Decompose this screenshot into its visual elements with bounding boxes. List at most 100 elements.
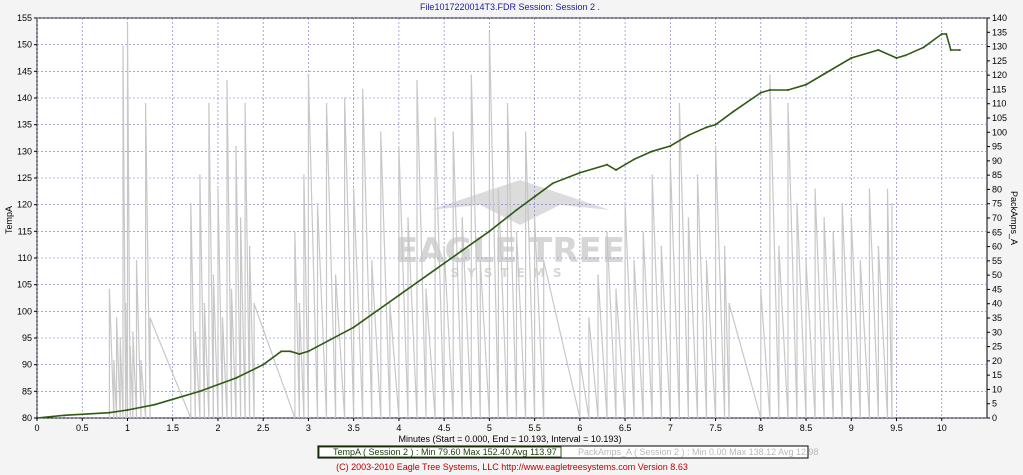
packamps-point bbox=[239, 217, 242, 219]
x-tick-label: 9.5 bbox=[890, 423, 903, 433]
packamps-point bbox=[230, 288, 233, 291]
tempa-point bbox=[289, 350, 292, 353]
watermark-logo: EAGLE TREE SYSTEMS bbox=[395, 180, 625, 280]
y-left-tick-label: 150 bbox=[17, 40, 32, 50]
packamps-point bbox=[208, 102, 210, 105]
footer-copyright: (C) 2003-2010 Eagle Tree Systems, LLC ht… bbox=[336, 462, 688, 472]
x-tick-label: 6 bbox=[577, 423, 582, 433]
y-right-tick-label: 30 bbox=[992, 327, 1002, 337]
packamps-point bbox=[597, 274, 599, 276]
packamps-point bbox=[624, 202, 626, 205]
tempa-point bbox=[904, 54, 907, 57]
packamps-point bbox=[769, 74, 771, 76]
tempa-point bbox=[606, 163, 608, 166]
x-tick-label: 5 bbox=[487, 423, 492, 433]
watermark-brand: EAGLE TREE bbox=[395, 231, 625, 271]
legend-item-packamps: PackAmps_A ( Session 2 ) : Min 0.00 Max … bbox=[578, 447, 818, 457]
y-right-tick-label: 0 bbox=[992, 413, 997, 423]
y-left-tick-label: 135 bbox=[17, 120, 32, 130]
legend-swatch-tempa bbox=[318, 446, 562, 458]
packamps-point bbox=[488, 31, 491, 34]
packamps-point bbox=[416, 80, 418, 82]
packamps-point bbox=[669, 160, 672, 162]
packamps-point bbox=[579, 360, 581, 362]
packamps-point bbox=[760, 288, 762, 291]
y-left-axis-title: TempA bbox=[4, 206, 14, 234]
x-axis-ticks: 0 0.5 1 1.5 2 2.5 3 3.5 4 4.5 5 5.5 6 6.5 7 7.5 8 8.5 9 9.5… bbox=[34, 418, 947, 433]
x-tick-label: 10 bbox=[937, 423, 947, 433]
tempa-point bbox=[488, 230, 491, 233]
tempa-point bbox=[714, 123, 717, 126]
packamps-point bbox=[891, 202, 893, 205]
packamps-point bbox=[651, 174, 654, 176]
y-right-tick-label: 105 bbox=[992, 113, 1007, 123]
packamps-point bbox=[407, 217, 409, 219]
packamps-point bbox=[425, 288, 427, 291]
packamps-point bbox=[506, 102, 509, 105]
y-right-tick-label: 110 bbox=[992, 99, 1006, 109]
packamps-point bbox=[796, 202, 798, 205]
packamps-point bbox=[859, 260, 862, 262]
y-left-tick-label: 145 bbox=[17, 66, 32, 76]
packamps-point bbox=[244, 102, 246, 105]
y-right-tick-label: 80 bbox=[992, 184, 1002, 194]
x-tick-label: 1.5 bbox=[166, 423, 179, 433]
x-tick-label: 0.5 bbox=[76, 423, 89, 433]
tempa-point bbox=[126, 409, 129, 411]
x-tick-label: 3 bbox=[306, 423, 311, 433]
packamps-point bbox=[352, 188, 355, 191]
packamps-point bbox=[542, 260, 545, 262]
packamps-point bbox=[588, 317, 590, 319]
x-tick-label: 2 bbox=[215, 423, 220, 433]
packamps-point bbox=[124, 302, 127, 305]
packamps-point bbox=[705, 260, 708, 262]
tempa-point bbox=[877, 49, 880, 51]
packamps-point bbox=[361, 88, 364, 91]
packamps-point bbox=[370, 260, 373, 262]
packamps-point bbox=[108, 288, 111, 291]
y-right-tick-label: 50 bbox=[992, 270, 1002, 280]
y-right-tick-label: 85 bbox=[992, 170, 1002, 180]
x-tick-label: 9 bbox=[849, 423, 854, 433]
tempa-point bbox=[198, 390, 201, 393]
tempa-point bbox=[352, 326, 355, 329]
packamps-point bbox=[343, 97, 346, 99]
packamps-point bbox=[696, 174, 699, 176]
packamps-point bbox=[298, 302, 301, 305]
y-left-tick-label: 155 bbox=[17, 13, 32, 23]
tempa-point bbox=[687, 134, 690, 137]
x-tick-label: 7 bbox=[668, 423, 673, 433]
y-right-tick-label: 135 bbox=[992, 27, 1007, 37]
tempa-point bbox=[786, 89, 789, 91]
tempa-point bbox=[235, 377, 238, 379]
packamps-point bbox=[452, 131, 454, 134]
packamps-point bbox=[325, 102, 328, 105]
watermark-subtitle: SYSTEMS bbox=[451, 266, 570, 280]
packamps-point bbox=[221, 317, 224, 319]
packamps-point bbox=[194, 331, 197, 334]
tempa-point bbox=[298, 353, 301, 355]
y-left-axis-ticks: 80 85 90 95 100 105 110 115 120 125 130 135 140 145 15… bbox=[17, 13, 37, 423]
packamps-point bbox=[434, 117, 436, 119]
packamps-point bbox=[723, 245, 726, 248]
packamps-point bbox=[135, 260, 138, 262]
series-tempa bbox=[36, 33, 961, 419]
y-right-tick-label: 115 bbox=[992, 84, 1006, 94]
packamps-point bbox=[633, 260, 635, 262]
packamps-point bbox=[122, 45, 124, 48]
packamps-point bbox=[115, 317, 118, 319]
packamps-point bbox=[886, 188, 889, 191]
packamps-point bbox=[687, 217, 690, 219]
tempa-point bbox=[768, 89, 771, 91]
packamps-point bbox=[398, 145, 400, 148]
x-tick-label: 4 bbox=[396, 423, 401, 433]
y-right-tick-label: 65 bbox=[992, 227, 1002, 237]
packamps-point bbox=[226, 80, 228, 82]
y-right-tick-label: 140 bbox=[992, 13, 1007, 23]
packamps-point bbox=[832, 231, 834, 234]
x-tick-label: 4.5 bbox=[438, 423, 451, 433]
packamps-point bbox=[129, 345, 131, 348]
packamps-point bbox=[380, 131, 382, 134]
series-packamps bbox=[108, 22, 893, 419]
